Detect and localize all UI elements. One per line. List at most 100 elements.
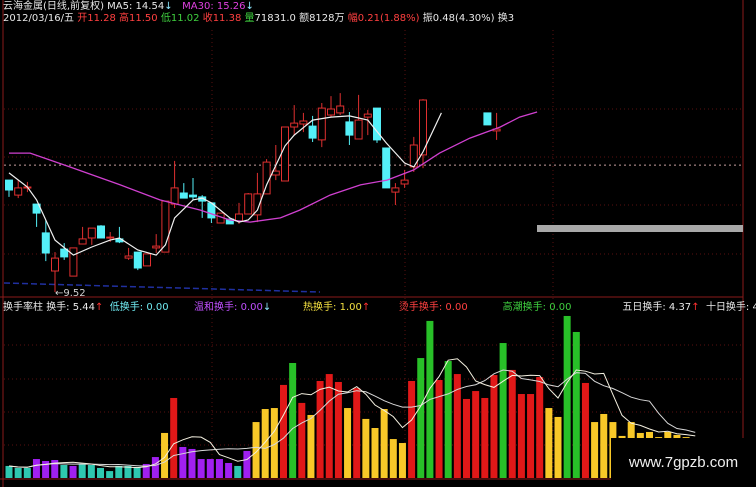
- open-label: 开: [77, 13, 88, 24]
- amplitude-label: 振: [422, 13, 433, 24]
- candle-down: [308, 125, 317, 139]
- candle-up: [400, 179, 409, 185]
- price-header: 云海金属(日线,前复权) MA5: 14.54↓ MA30: 15.26↓: [3, 1, 254, 13]
- candle-up: [78, 238, 87, 245]
- turnover-label: 换3: [497, 13, 515, 24]
- candle-up: [124, 255, 133, 259]
- candle-up: [391, 187, 400, 193]
- change-label: 幅: [347, 13, 358, 24]
- turnover-bar: [380, 409, 388, 478]
- candle-down: [133, 251, 142, 269]
- watermark: www.7gpzb.com: [611, 438, 756, 487]
- turnover-value: 换手: 5.44: [46, 302, 96, 313]
- turnover-bar: [106, 471, 114, 478]
- turnover-bar: [545, 408, 553, 478]
- candle-up: [14, 187, 23, 196]
- candle-down: [179, 192, 188, 199]
- candle-up: [244, 193, 253, 215]
- turnover-bar: [325, 374, 333, 478]
- turnover-bar: [142, 463, 150, 478]
- indicator-name: 换手率柱: [3, 302, 43, 313]
- scorching-turnover: 烫手换手: 0.00: [398, 302, 468, 313]
- turnover-bar: [87, 464, 95, 478]
- turnover-bar: [334, 381, 342, 478]
- turnover-bar: [5, 465, 13, 478]
- turnover-bar: [179, 446, 187, 478]
- turnover-bar: [591, 422, 599, 478]
- scroll-bar[interactable]: [537, 225, 743, 232]
- turnover-bar: [499, 343, 507, 478]
- candle-up: [290, 122, 299, 128]
- turnover-bar: [490, 375, 498, 478]
- turnover-bar: [60, 464, 68, 478]
- ma30-value: MA30: 15.26: [182, 1, 246, 12]
- quote-line: 2012/03/16/五 开11.28 高11.50 低11.02 收11.38…: [3, 13, 514, 25]
- candle-up: [419, 99, 427, 156]
- volume-value: 71831.0: [254, 13, 296, 24]
- ma-lines: [8, 111, 538, 256]
- turnover-bar: [243, 450, 251, 478]
- candle-down: [41, 232, 50, 254]
- amplitude-value: 0.48(4.30%): [432, 13, 495, 24]
- candle-up: [143, 253, 151, 267]
- candle-up: [170, 187, 179, 205]
- turnover-bar: [14, 467, 22, 478]
- candle-up: [317, 107, 326, 141]
- turnover-bar: [389, 439, 397, 478]
- candle-up: [299, 120, 308, 125]
- turnover-bar: [78, 463, 86, 478]
- candle-down: [97, 225, 105, 239]
- candle-down: [483, 112, 492, 126]
- turnover-bar: [206, 459, 214, 478]
- turnover-bar: [215, 459, 223, 478]
- candle-up: [363, 113, 372, 118]
- arrow-up-icon: ↑: [95, 302, 104, 313]
- climax-turnover: 高潮换手: 0.00: [502, 302, 572, 313]
- turnover-bar: [453, 374, 461, 478]
- candle-up: [106, 236, 115, 239]
- turnover-bar: [97, 467, 104, 478]
- turnover-bar: [554, 416, 562, 478]
- ma30-line: [9, 111, 538, 223]
- turnover-bar: [581, 382, 589, 478]
- turnover-bar: [252, 422, 260, 478]
- low-price-marker: ←9.52: [55, 288, 86, 299]
- candle-down: [225, 218, 234, 225]
- turnover-bar: [472, 391, 480, 478]
- candle-down: [60, 248, 69, 258]
- turnover-bar: [527, 394, 535, 478]
- close-label: 收: [202, 13, 213, 24]
- turnover-bar: [280, 384, 287, 478]
- candle-up: [152, 245, 161, 249]
- stock-name: 云海金属(日线,前复权): [3, 1, 104, 12]
- turnover-bar: [188, 448, 196, 478]
- trend-line: [3, 282, 321, 293]
- low-turnover: 低换手: 0.00: [109, 302, 169, 313]
- turnover-bar: [197, 459, 205, 478]
- mild-turnover: 温和换手: 0.00: [194, 302, 263, 313]
- turnover-bar: [32, 459, 40, 478]
- turnover-bar: [51, 460, 59, 478]
- arrow-down-icon: ↓: [262, 302, 272, 313]
- turnover-bar: [316, 380, 324, 478]
- turnover-bar: [261, 409, 269, 478]
- turnover-bar: [151, 457, 159, 478]
- ma10-turnover: 十日换手: 4.98: [705, 302, 756, 313]
- candles: [5, 93, 501, 292]
- candle-up: [87, 227, 96, 239]
- turnover-bar: [344, 408, 352, 478]
- candle-down: [373, 107, 381, 141]
- candle-up: [69, 247, 78, 277]
- turnover-bar: [536, 377, 544, 478]
- turnover-bar: [463, 398, 470, 478]
- ma10-turnover-line: [8, 369, 696, 468]
- candle-up: [327, 108, 335, 116]
- turnover-bar: [161, 432, 169, 478]
- candle-up: [262, 161, 271, 195]
- amount-label: 额: [299, 13, 310, 24]
- candle-down: [5, 179, 13, 191]
- turnover-bar: [307, 414, 315, 478]
- turnover-bar: [481, 397, 489, 478]
